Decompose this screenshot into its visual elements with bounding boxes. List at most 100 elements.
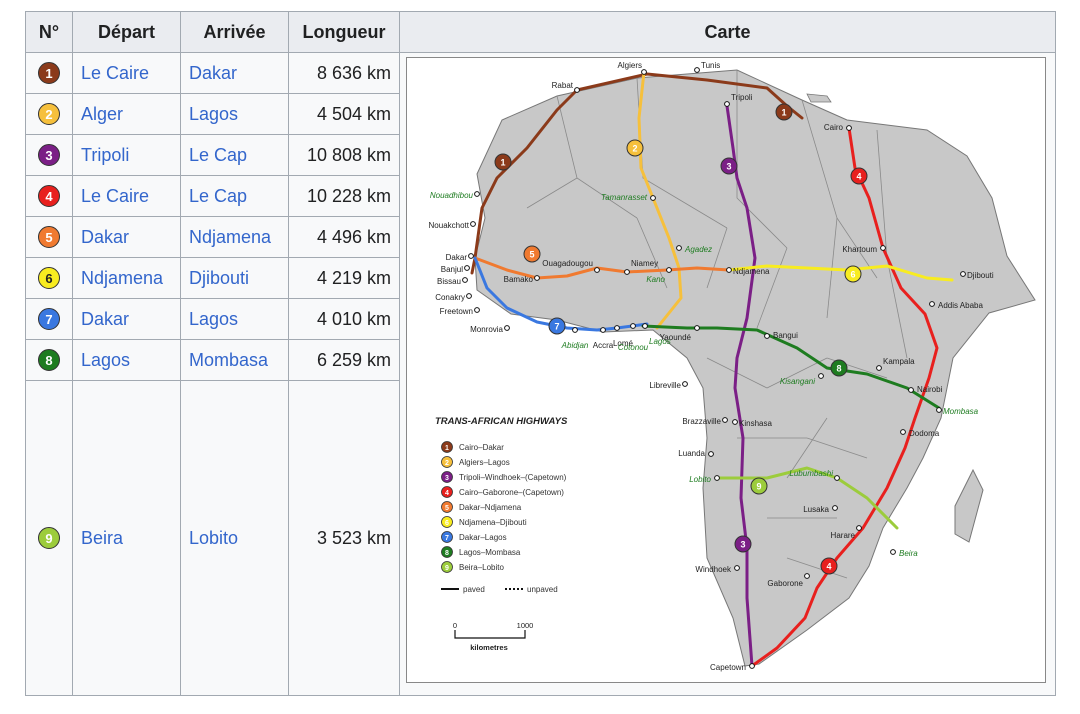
depart-city-link[interactable]: Le Caire <box>72 52 181 94</box>
highway-table-wrapper: N° Départ Arrivée Longueur Carte 1 Le Cai… <box>25 11 1056 696</box>
depart-city-link[interactable]: Alger <box>72 93 181 135</box>
africa-landmass <box>474 69 1036 667</box>
arrivee-city-link[interactable]: Lagos <box>180 298 289 340</box>
length-cell: 3 523 km <box>288 380 400 696</box>
city-label-tunis: Tunis <box>701 61 720 70</box>
city-label-gaborone: Gaborone <box>767 579 803 588</box>
city-marker-monrovia <box>504 325 510 331</box>
city-label-dakar: Dakar <box>446 253 468 262</box>
scale-unit-label: kilometres <box>470 643 508 652</box>
city-label-kinshasa: Kinshasa <box>739 419 772 428</box>
legend-marker-number: 5 <box>445 505 449 512</box>
city-marker-accra <box>600 327 606 333</box>
city-label-agadez: Agadez <box>684 245 712 254</box>
route-number-badge: 2 <box>38 103 60 126</box>
legend-marker-number: 3 <box>445 475 449 482</box>
arrivee-city-link[interactable]: Mombasa <box>180 339 289 381</box>
city-label-niamey: Niamey <box>631 259 658 268</box>
arrivee-city-link[interactable]: Lobito <box>180 380 289 696</box>
header-row: N° Départ Arrivée Longueur Carte <box>25 11 1056 53</box>
city-marker-bangui <box>764 333 770 339</box>
highway-table: N° Départ Arrivée Longueur Carte 1 Le Cai… <box>25 11 1056 696</box>
legend-marker-number: 1 <box>445 445 449 452</box>
legend-item-label: Dakar–Ndjamena <box>459 503 522 512</box>
arrivee-city-link[interactable]: Lagos <box>180 93 289 135</box>
city-marker-lagos <box>642 323 648 329</box>
route-marker-1 <box>494 153 512 171</box>
city-label-lusaka: Lusaka <box>803 505 829 514</box>
length-cell: 4 504 km <box>288 93 400 135</box>
route-number-cell: 8 <box>25 339 73 381</box>
city-marker-kisangani <box>818 373 824 379</box>
arrivee-city-link[interactable]: Dakar <box>180 52 289 94</box>
depart-city-link[interactable]: Dakar <box>72 298 181 340</box>
route-number-badge: 6 <box>38 267 60 290</box>
legend-marker-3 <box>441 471 453 483</box>
city-marker-lusaka <box>832 505 838 511</box>
arrivee-city-link[interactable]: Le Cap <box>180 134 289 176</box>
city-label-algiers: Algiers <box>618 61 642 70</box>
city-label-bamako: Bamako <box>504 275 534 284</box>
city-label-cotonou: Cotonou <box>618 343 649 352</box>
depart-city-link[interactable]: Dakar <box>72 216 181 258</box>
city-label-freetown: Freetown <box>440 307 473 316</box>
city-marker-windhoek <box>734 565 740 571</box>
route-marker-label: 1 <box>781 108 786 118</box>
country-border <box>706 227 728 289</box>
legend-title: TRANS-AFRICAN HIGHWAYS <box>435 416 568 427</box>
city-marker-dakar <box>468 253 474 259</box>
legend-item-label: Cairo–Gaborone–(Capetown) <box>459 488 564 497</box>
city-marker-tripoli <box>724 101 730 107</box>
city-label-nouadhibou: Nouadhibou <box>430 191 474 200</box>
highway-route-4 <box>750 126 939 668</box>
city-label-bissau: Bissau <box>437 277 461 286</box>
country-border <box>636 217 668 289</box>
city-marker-conakry <box>466 293 472 299</box>
arrivee-city-link[interactable]: Le Cap <box>180 175 289 217</box>
legend-item-label: Cairo–Dakar <box>459 443 504 452</box>
depart-city-link[interactable]: Lagos <box>72 339 181 381</box>
table-row: 1 Le Caire Dakar 8 636 km 1 1 2 3 4 5 6 7 8 9 3 4 Algier… <box>25 52 1056 696</box>
city-label-rabat: Rabat <box>552 81 574 90</box>
route-number-badge: 1 <box>38 62 60 85</box>
city-label-lobito: Lobito <box>689 475 711 484</box>
legend-marker-2 <box>441 456 453 468</box>
length-cell: 10 808 km <box>288 134 400 176</box>
city-marker-dodoma <box>900 429 906 435</box>
legend-item-label: Beira–Lobito <box>459 563 504 572</box>
route-number-cell: 4 <box>25 175 73 217</box>
depart-city-link[interactable]: Beira <box>72 380 181 696</box>
city-marker-nouakchott <box>470 221 476 227</box>
city-label-brazzaville: Brazzaville <box>682 417 721 426</box>
legend-paved-label: paved <box>463 585 485 594</box>
route-marker-9 <box>750 477 768 495</box>
route-marker-label: 6 <box>850 270 855 280</box>
legend-marker-number: 7 <box>445 535 449 542</box>
depart-city-link[interactable]: Le Caire <box>72 175 181 217</box>
depart-city-link[interactable]: Ndjamena <box>72 257 181 299</box>
depart-city-link[interactable]: Tripoli <box>72 134 181 176</box>
legend-marker-6 <box>441 516 453 528</box>
route-marker-8 <box>830 359 848 377</box>
africa-highway-map[interactable]: 1 1 2 3 4 5 6 7 8 9 3 4 Algiers Tunis Rabat Tripoli Cair… <box>406 57 1046 683</box>
route-marker-5 <box>523 245 541 263</box>
city-marker-kano <box>666 267 672 273</box>
length-cell: 8 636 km <box>288 52 400 94</box>
city-marker-abidjan <box>572 327 578 333</box>
legend-marker-9 <box>441 561 453 573</box>
city-marker-algiers <box>641 69 647 75</box>
city-label-conakry: Conakry <box>435 293 465 302</box>
legend-marker-number: 8 <box>445 550 449 557</box>
route-number-cell: 1 <box>25 52 73 94</box>
route-marker-6 <box>844 265 862 283</box>
route-marker-label: 1 <box>500 158 505 168</box>
arrivee-city-link[interactable]: Ndjamena <box>180 216 289 258</box>
arrivee-city-link[interactable]: Djibouti <box>180 257 289 299</box>
table-row: 6 Ndjamena Djibouti 4 219 km <box>25 257 1056 299</box>
legend-marker-7 <box>441 531 453 543</box>
route-marker-label: 4 <box>856 172 861 182</box>
table-row: 4 Le Caire Le Cap 10 228 km <box>25 175 1056 217</box>
route-marker-label: 2 <box>632 144 637 154</box>
city-marker-mombasa <box>936 407 942 413</box>
header-number: N° <box>25 11 73 53</box>
